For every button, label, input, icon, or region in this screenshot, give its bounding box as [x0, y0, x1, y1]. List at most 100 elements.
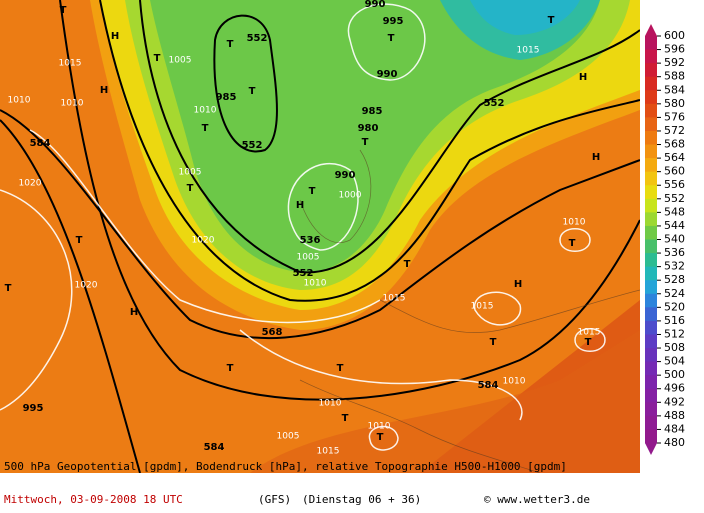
pressure-center: T: [585, 337, 592, 348]
pressure-center: T: [76, 235, 83, 246]
colorbar-label: 568: [664, 138, 685, 151]
colorbar-label: 560: [664, 165, 685, 178]
colorbar-band: [645, 348, 657, 363]
colorbar-label: 516: [664, 314, 685, 327]
colorbar-label: 528: [664, 273, 685, 286]
contour-label: 584: [30, 138, 51, 149]
colorbar-label: 564: [664, 151, 685, 164]
pressure-center: T: [202, 123, 209, 134]
colorbar-band: [645, 90, 657, 105]
colorbar-label: 480: [664, 436, 685, 449]
colorbar-band: [645, 36, 657, 51]
colorbar-band: [645, 144, 657, 159]
colorbar-label: 596: [664, 43, 685, 56]
pressure-center: T: [362, 137, 369, 148]
colorbar-label: 588: [664, 70, 685, 83]
colorbar-band: [645, 266, 657, 281]
colorbar-label: 552: [664, 192, 685, 205]
colorbar-band: [645, 225, 657, 240]
isobar-label: 1005: [169, 56, 192, 66]
isobar-label: 1000: [339, 191, 362, 201]
colorbar-band: [645, 185, 657, 200]
colorbar-band: [645, 239, 657, 254]
pressure-center: T: [404, 259, 411, 270]
colorbar-label: 536: [664, 246, 685, 259]
caption-model: (GFS): [258, 493, 291, 506]
pressure-center: T: [227, 39, 234, 50]
colorbar-label: 584: [664, 83, 685, 96]
caption-title: 500 hPa Geopotential [gpdm], Bodendruck …: [4, 460, 567, 473]
colorbar-band: [645, 117, 657, 132]
contour-label: 584: [204, 442, 225, 453]
colorbar-band: [645, 429, 657, 444]
pressure-center: T: [5, 283, 12, 294]
caption-run: (Dienstag 06 + 36): [302, 493, 421, 506]
colorbar-label: 576: [664, 110, 685, 123]
colorbar-label: 492: [664, 395, 685, 408]
pressure-center: T: [490, 337, 497, 348]
contour-label: 568: [262, 327, 283, 338]
contour-label: 995: [383, 16, 404, 27]
pressure-center: T: [249, 86, 256, 97]
colorbar-label: 580: [664, 97, 685, 110]
contour-label: 536: [300, 235, 321, 246]
isobar-label: 1015: [517, 46, 540, 56]
colorbar-band: [645, 402, 657, 417]
isobar-label: 1020: [75, 281, 98, 291]
isobar-label: 1015: [471, 302, 494, 312]
colorbar-label: 484: [664, 422, 685, 435]
colorbar-band: [645, 198, 657, 213]
pressure-center: T: [227, 363, 234, 374]
isobar-label: 1010: [319, 399, 342, 409]
colorbar-band: [645, 388, 657, 403]
colorbar-band: [645, 158, 657, 173]
colorbar-cap: [645, 443, 657, 455]
colorbar-band: [645, 320, 657, 335]
colorbar-label: 572: [664, 124, 685, 137]
pressure-center: T: [187, 183, 194, 194]
colorbar-band: [645, 63, 657, 78]
isobar-label: 1010: [503, 377, 526, 387]
pressure-center: H: [130, 307, 138, 318]
isobar-label: 1015: [383, 294, 406, 304]
isobar-label: 1015: [578, 328, 601, 338]
contour-label: 980: [358, 123, 379, 134]
colorbar: 6005965925885845805765725685645605565525…: [645, 24, 685, 455]
contour-label: 552: [293, 268, 314, 279]
colorbar-label: 524: [664, 287, 685, 300]
colorbar-label: 544: [664, 219, 685, 232]
pressure-center: T: [377, 432, 384, 443]
colorbar-band: [645, 76, 657, 91]
colorbar-band: [645, 293, 657, 308]
pressure-center: T: [342, 413, 349, 424]
colorbar-band: [645, 307, 657, 322]
isobar-label: 1010: [61, 99, 84, 109]
colorbar-label: 508: [664, 341, 685, 354]
isobar-label: 1015: [59, 59, 82, 69]
pressure-center: H: [111, 31, 119, 42]
pressure-center: T: [337, 363, 344, 374]
colorbar-label: 488: [664, 409, 685, 422]
isobar-label: 1005: [277, 432, 300, 442]
isobar-label: 1020: [19, 179, 42, 189]
colorbar-label: 496: [664, 382, 685, 395]
contour-label: 990: [377, 69, 398, 80]
contour-label: 985: [216, 92, 237, 103]
colorbar-cap: [645, 24, 657, 36]
pressure-center: H: [100, 85, 108, 96]
isobar-label: 1005: [179, 168, 202, 178]
caption-date: Mittwoch, 03-09-2008 18 UTC: [4, 493, 183, 506]
colorbar-band: [645, 212, 657, 227]
pressure-center: T: [548, 15, 555, 26]
contour-label: 990: [335, 170, 356, 181]
colorbar-label: 520: [664, 300, 685, 313]
colorbar-label: 540: [664, 233, 685, 246]
isobar-label: 1010: [368, 422, 391, 432]
colorbar-label: 512: [664, 327, 685, 340]
colorbar-label: 600: [664, 29, 685, 42]
pressure-center: T: [154, 53, 161, 64]
colorbar-band: [645, 171, 657, 186]
isobar-label: 1010: [563, 218, 586, 228]
pressure-center: T: [309, 186, 316, 197]
